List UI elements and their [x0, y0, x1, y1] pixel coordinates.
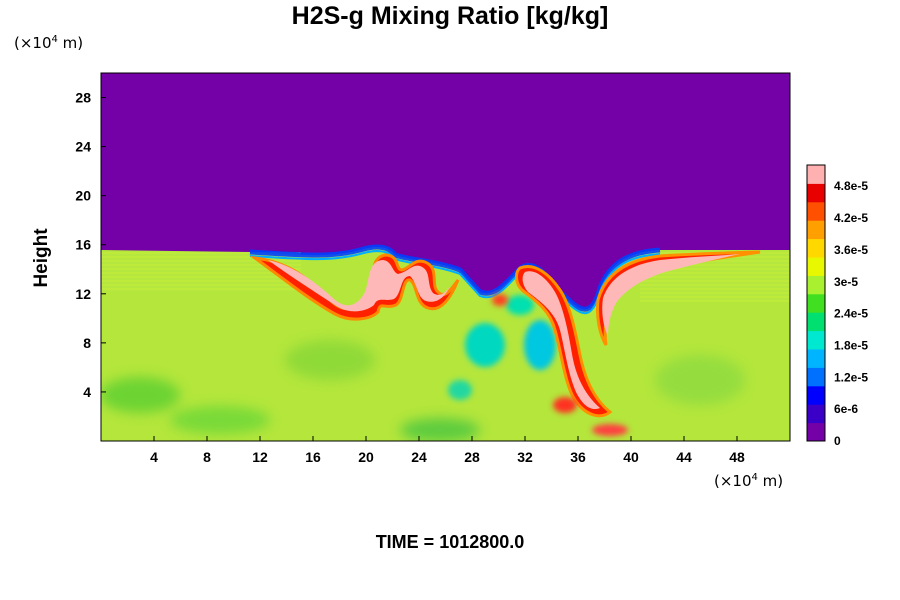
colorbar-tick-label: 2.4e-5: [834, 307, 868, 321]
colorbar-tick-label: 4.8e-5: [834, 179, 868, 193]
x-tick-label: 4: [150, 449, 158, 465]
y-ticks: 4 8 12 16 20 24 28: [75, 90, 106, 400]
colorbar-segment: [807, 404, 825, 424]
colorbar-tick-label: 6e-6: [834, 402, 858, 416]
x-tick-label: 40: [623, 449, 639, 465]
x-tick-label: 16: [305, 449, 321, 465]
colorbar-segment: [807, 201, 825, 221]
plot-frame: [100, 72, 791, 442]
colorbar-tick-label: 3e-5: [834, 275, 858, 289]
colorbar-segment: [807, 367, 825, 387]
x-tick-label: 32: [517, 449, 533, 465]
x-tick-label: 12: [252, 449, 268, 465]
colorbar-segment: [807, 220, 825, 240]
colorbar-segment: [807, 257, 825, 276]
colorbar-tick-label: 0: [834, 434, 841, 448]
x-tick-label: 20: [358, 449, 374, 465]
plume: [249, 250, 761, 436]
colorbar-segment: [807, 312, 825, 332]
y-axis-unit: (×104 m): [14, 34, 84, 52]
chart-title: H2S-g Mixing Ratio [kg/kg]: [291, 2, 609, 30]
colorbar-segment: [807, 422, 825, 442]
x-tick-label: 28: [464, 449, 480, 465]
x-tick-label: 24: [411, 449, 427, 465]
colorbar: 0 6e-6 1.2e-5 1.8e-5 2.4e-5 3e-5 3.6e-5 4.2e-5 4…: [806, 164, 868, 448]
y-tick-label: 24: [75, 139, 91, 155]
y-tick-label: 16: [75, 237, 91, 253]
colorbar-tick-label: 4.2e-5: [834, 211, 868, 225]
y-tick-label: 28: [75, 90, 91, 106]
x-tick-label: 48: [729, 449, 745, 465]
colorbar-segment: [807, 275, 825, 295]
colorbar-segment: [807, 238, 825, 258]
x-tick-label: 44: [676, 449, 692, 465]
colorbar-segment: [807, 165, 825, 184]
y-tick-label: 12: [75, 286, 91, 302]
colorbar-segment: [807, 293, 825, 313]
colorbar-segment: [807, 385, 825, 405]
heatmap-field: [101, 73, 790, 441]
y-tick-label: 4: [83, 384, 91, 400]
time-label: TIME = 1012800.0: [375, 532, 525, 552]
colorbar-segment: [807, 183, 825, 203]
colorbar-tick-label: 1.8e-5: [834, 338, 868, 352]
x-tick-label: 8: [203, 449, 211, 465]
colorbar-segment: [807, 330, 825, 350]
y-tick-label: 20: [75, 188, 91, 204]
colorbar-tick-label: 3.6e-5: [834, 243, 868, 257]
x-ticks: 4 8 12 16 20 24 28 32 36 40 44 48: [150, 436, 745, 465]
x-axis-unit: (×104 m): [714, 472, 784, 490]
colorbar-frame: [806, 164, 826, 442]
colorbar-tick-label: 1.2e-5: [834, 370, 868, 384]
y-tick-label: 8: [83, 335, 91, 351]
colorbar-segment: [807, 349, 825, 368]
x-tick-label: 36: [570, 449, 586, 465]
